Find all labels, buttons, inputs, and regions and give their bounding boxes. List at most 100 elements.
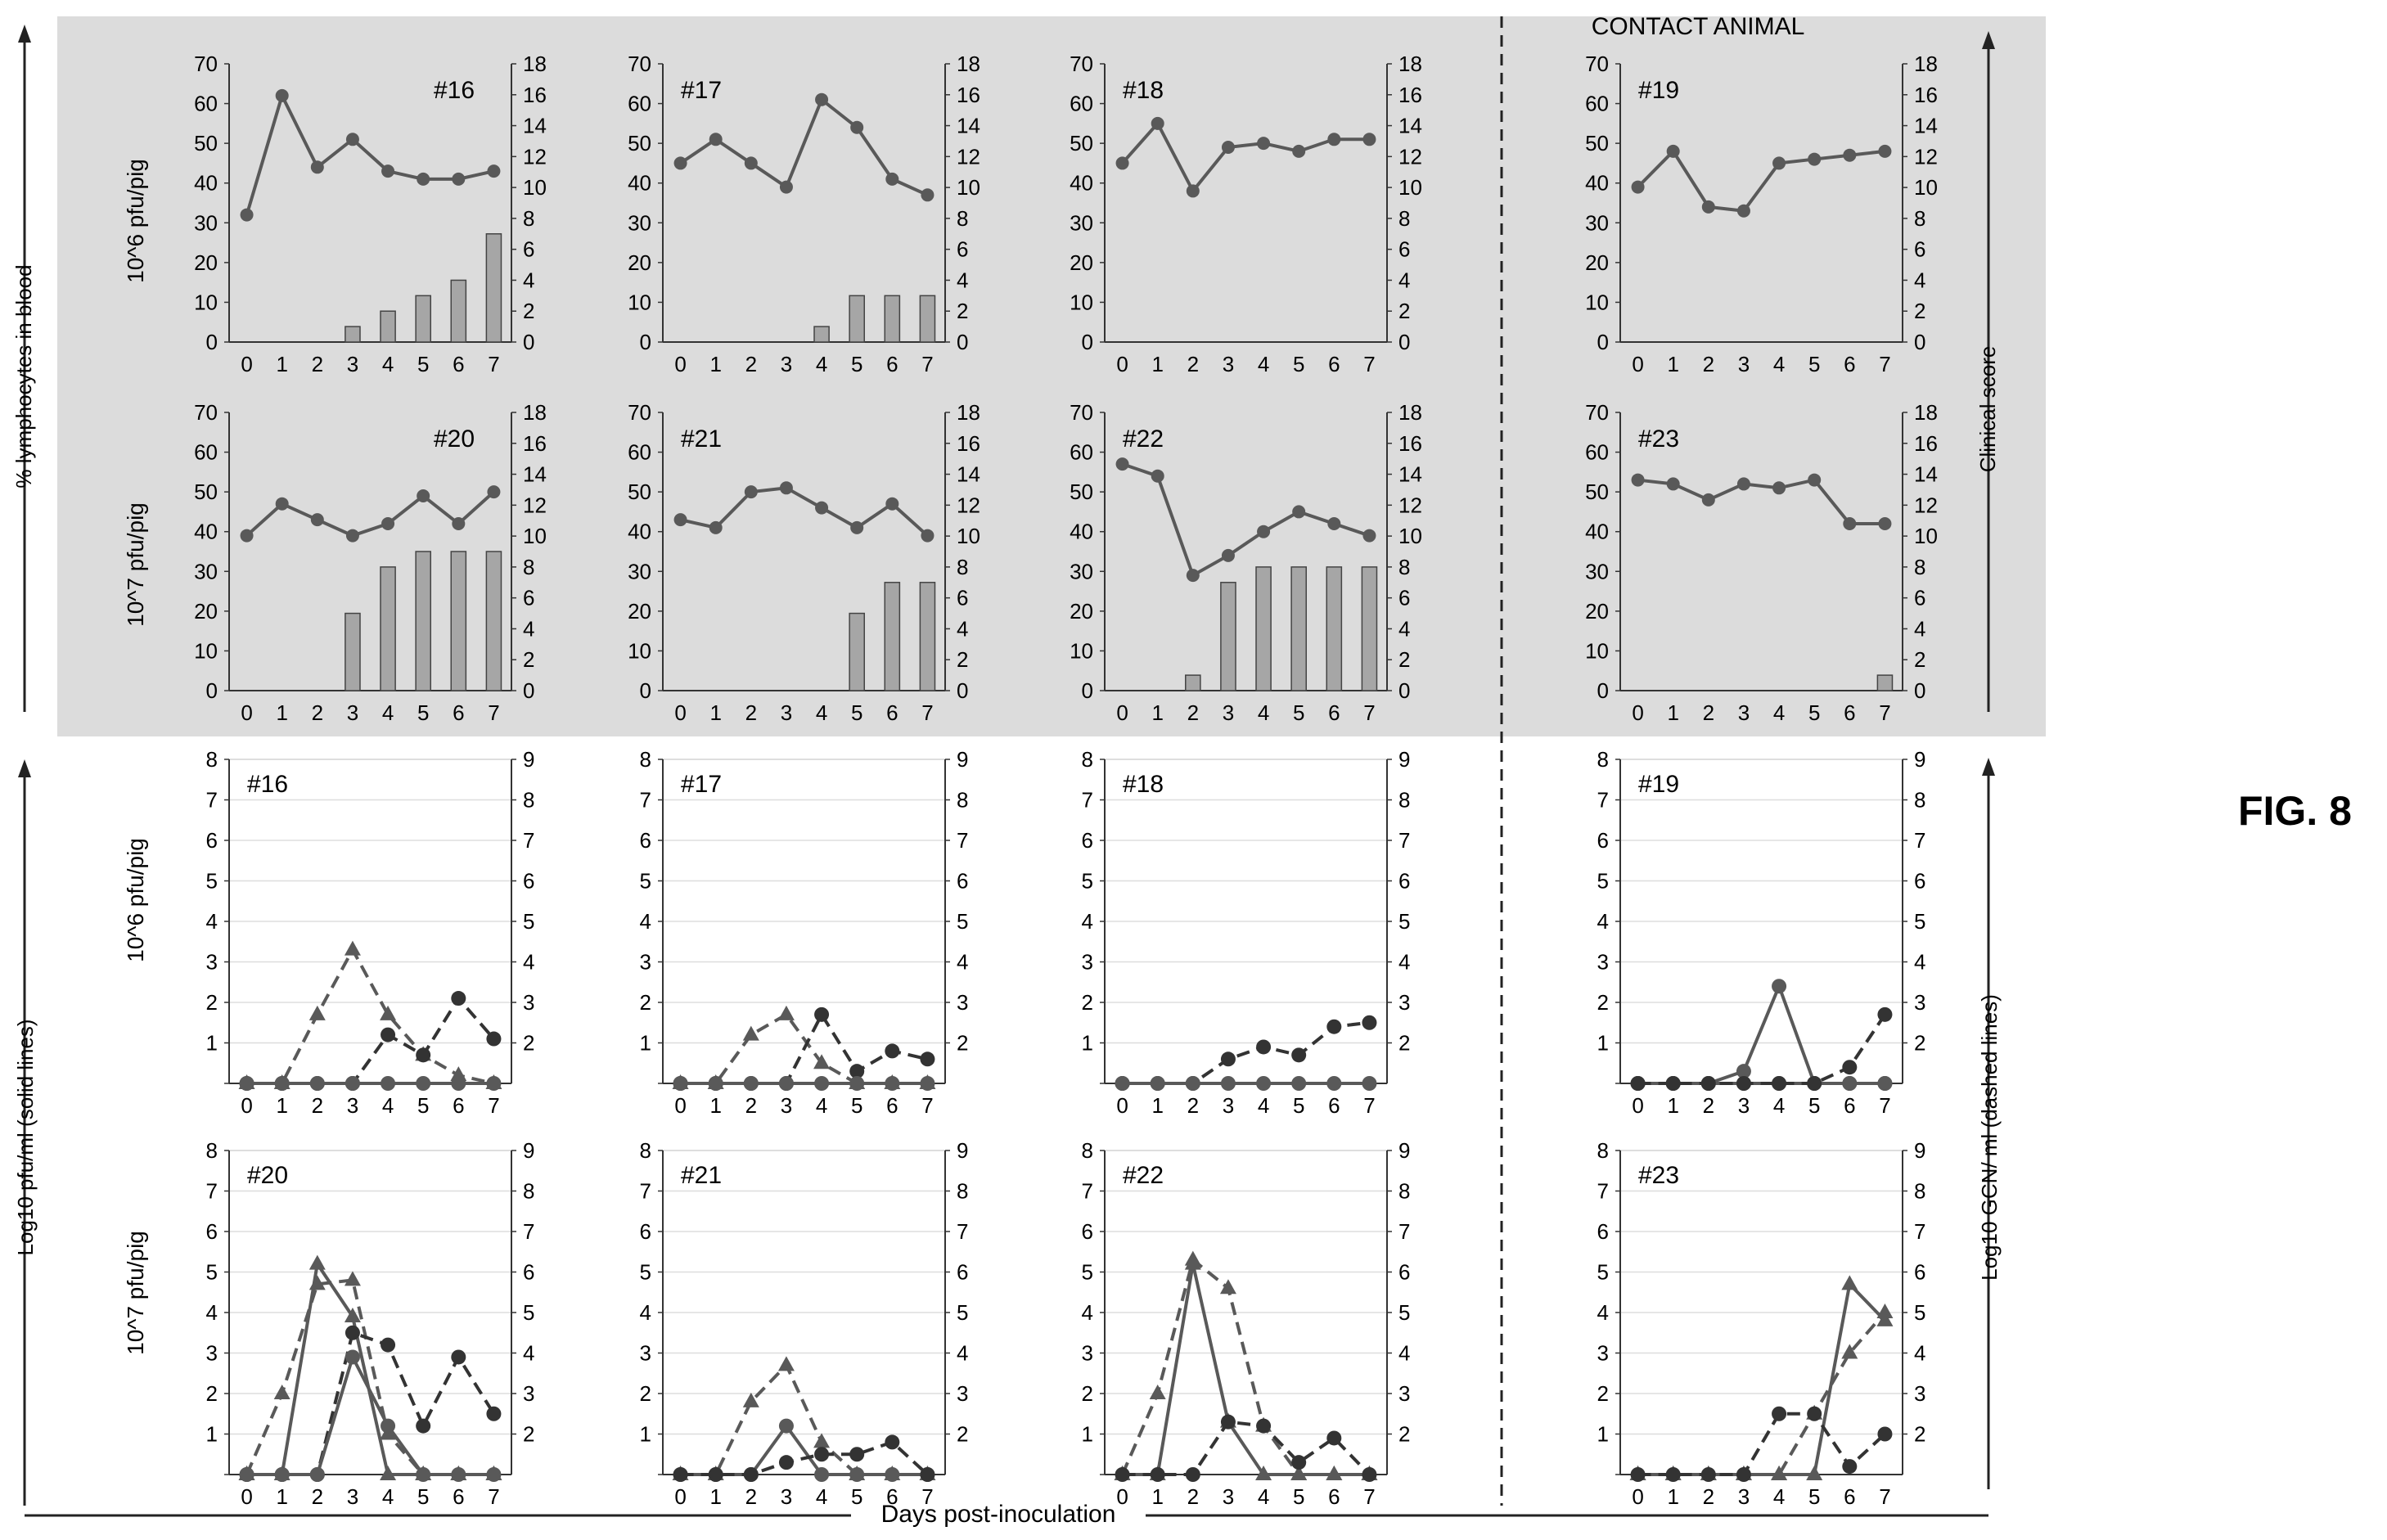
y-tick-left: 2 xyxy=(640,990,651,1015)
x-tick: 7 xyxy=(1879,1484,1890,1509)
y-tick-left: 8 xyxy=(1597,1138,1609,1163)
lymphocyte-point xyxy=(240,529,254,543)
x-tick: 0 xyxy=(674,352,686,376)
y-tick-left: 50 xyxy=(1585,480,1609,504)
y-tick-right: 4 xyxy=(1914,950,1925,975)
y-tick-left: 0 xyxy=(1597,678,1609,703)
x-tick: 6 xyxy=(886,1484,898,1509)
y-tick-right: 16 xyxy=(957,431,980,456)
y-tick-right: 4 xyxy=(1398,1341,1410,1366)
x-tick: 6 xyxy=(453,1484,464,1509)
triangle-marker xyxy=(1806,1466,1823,1480)
y-tick-left: 6 xyxy=(1082,828,1093,853)
lymphocyte-point xyxy=(345,133,359,146)
x-tick: 0 xyxy=(674,1484,686,1509)
x-tick: 4 xyxy=(816,352,827,376)
y-tick-left: 5 xyxy=(1082,1260,1093,1285)
y-tick-left: 50 xyxy=(1070,131,1093,155)
left-axis-arrow-top xyxy=(18,25,31,712)
x-tick: 5 xyxy=(1293,352,1304,376)
circle-marker xyxy=(885,1043,900,1059)
y-tick-right: 9 xyxy=(523,747,534,772)
x-tick: 3 xyxy=(1223,700,1234,725)
y-tick-right: 0 xyxy=(523,678,534,703)
y-tick-right: 9 xyxy=(1914,1138,1925,1163)
circle-marker xyxy=(416,1467,431,1482)
y-tick-left: 40 xyxy=(1070,171,1093,196)
x-tick: 4 xyxy=(1258,700,1269,725)
y-tick-left: 2 xyxy=(1082,990,1093,1015)
clinical-score-bar xyxy=(380,566,396,691)
x-tick: 3 xyxy=(1223,1093,1234,1118)
circle-marker xyxy=(1736,1064,1751,1079)
y-tick-right: 18 xyxy=(1914,52,1938,76)
circle-marker xyxy=(778,1076,794,1091)
circle-marker xyxy=(1630,1076,1646,1091)
x-tick: 7 xyxy=(1879,1093,1890,1118)
x-tick: 3 xyxy=(1738,700,1750,725)
lymphocyte-point xyxy=(1115,457,1129,471)
circle-marker xyxy=(708,1076,723,1091)
y-tick-right: 8 xyxy=(1398,788,1410,813)
x-tick: 1 xyxy=(709,700,721,725)
triangle-marker xyxy=(1771,1466,1788,1480)
contact-animal-label: CONTACT ANIMAL xyxy=(1592,13,1805,40)
triangle-marker xyxy=(1290,1466,1308,1480)
y-tick-right: 10 xyxy=(1914,175,1938,200)
x-tick: 0 xyxy=(1632,1093,1643,1118)
y-tick-left: 30 xyxy=(628,210,651,235)
x-tick: 7 xyxy=(921,1484,933,1509)
x-tick: 4 xyxy=(816,1484,827,1509)
pig-label: #20 xyxy=(247,1162,288,1189)
x-tick: 2 xyxy=(312,1093,323,1118)
y-tick-right: 12 xyxy=(957,144,980,169)
circle-marker xyxy=(1842,1459,1858,1475)
y-tick-left: 60 xyxy=(1070,92,1093,116)
clinical-score-bar xyxy=(849,612,865,691)
circle-marker xyxy=(451,1349,466,1365)
lymphocyte-point xyxy=(1772,156,1786,170)
y-tick-right: 8 xyxy=(1914,788,1925,813)
pig-label: #22 xyxy=(1123,1162,1164,1189)
y-tick-left: 4 xyxy=(1597,1300,1609,1325)
y-tick-right: 8 xyxy=(1914,206,1925,231)
y-tick-right: 18 xyxy=(1914,400,1938,425)
y-tick-right: 7 xyxy=(957,1219,968,1244)
y-tick-left: 6 xyxy=(1597,828,1609,853)
dashed-line xyxy=(246,946,494,1085)
y-tick-right: 4 xyxy=(1914,616,1925,641)
clinical-score-bar xyxy=(1361,566,1378,691)
x-tick: 5 xyxy=(851,700,862,725)
y-tick-right: 16 xyxy=(523,83,547,107)
y-tick-right: 10 xyxy=(1914,524,1938,548)
circle-marker xyxy=(814,1447,830,1462)
x-tick: 3 xyxy=(347,1093,358,1118)
y-tick-left: 8 xyxy=(206,747,218,772)
y-tick-right: 0 xyxy=(523,330,534,354)
triangle-marker xyxy=(1255,1466,1272,1480)
y-tick-left: 60 xyxy=(194,92,218,116)
x-tick: 3 xyxy=(347,700,358,725)
y-tick-left: 1 xyxy=(1082,1031,1093,1056)
x-tick: 5 xyxy=(1293,700,1304,725)
y-tick-left: 0 xyxy=(640,330,651,354)
y-tick-left: 7 xyxy=(206,788,218,813)
y-tick-left: 3 xyxy=(206,950,218,975)
clinical-score-bar xyxy=(1185,674,1201,691)
circle-marker xyxy=(1256,1076,1272,1091)
circle-marker xyxy=(1877,1426,1893,1442)
y-tick-left: 40 xyxy=(1585,171,1609,196)
x-tick: 1 xyxy=(276,352,287,376)
y-tick-left: 7 xyxy=(1082,788,1093,813)
y-tick-left: 6 xyxy=(206,828,218,853)
x-tick: 4 xyxy=(382,352,394,376)
y-tick-left: 6 xyxy=(206,1219,218,1244)
clinical-score-bar xyxy=(450,279,467,343)
y-tick-left: 60 xyxy=(1070,440,1093,465)
